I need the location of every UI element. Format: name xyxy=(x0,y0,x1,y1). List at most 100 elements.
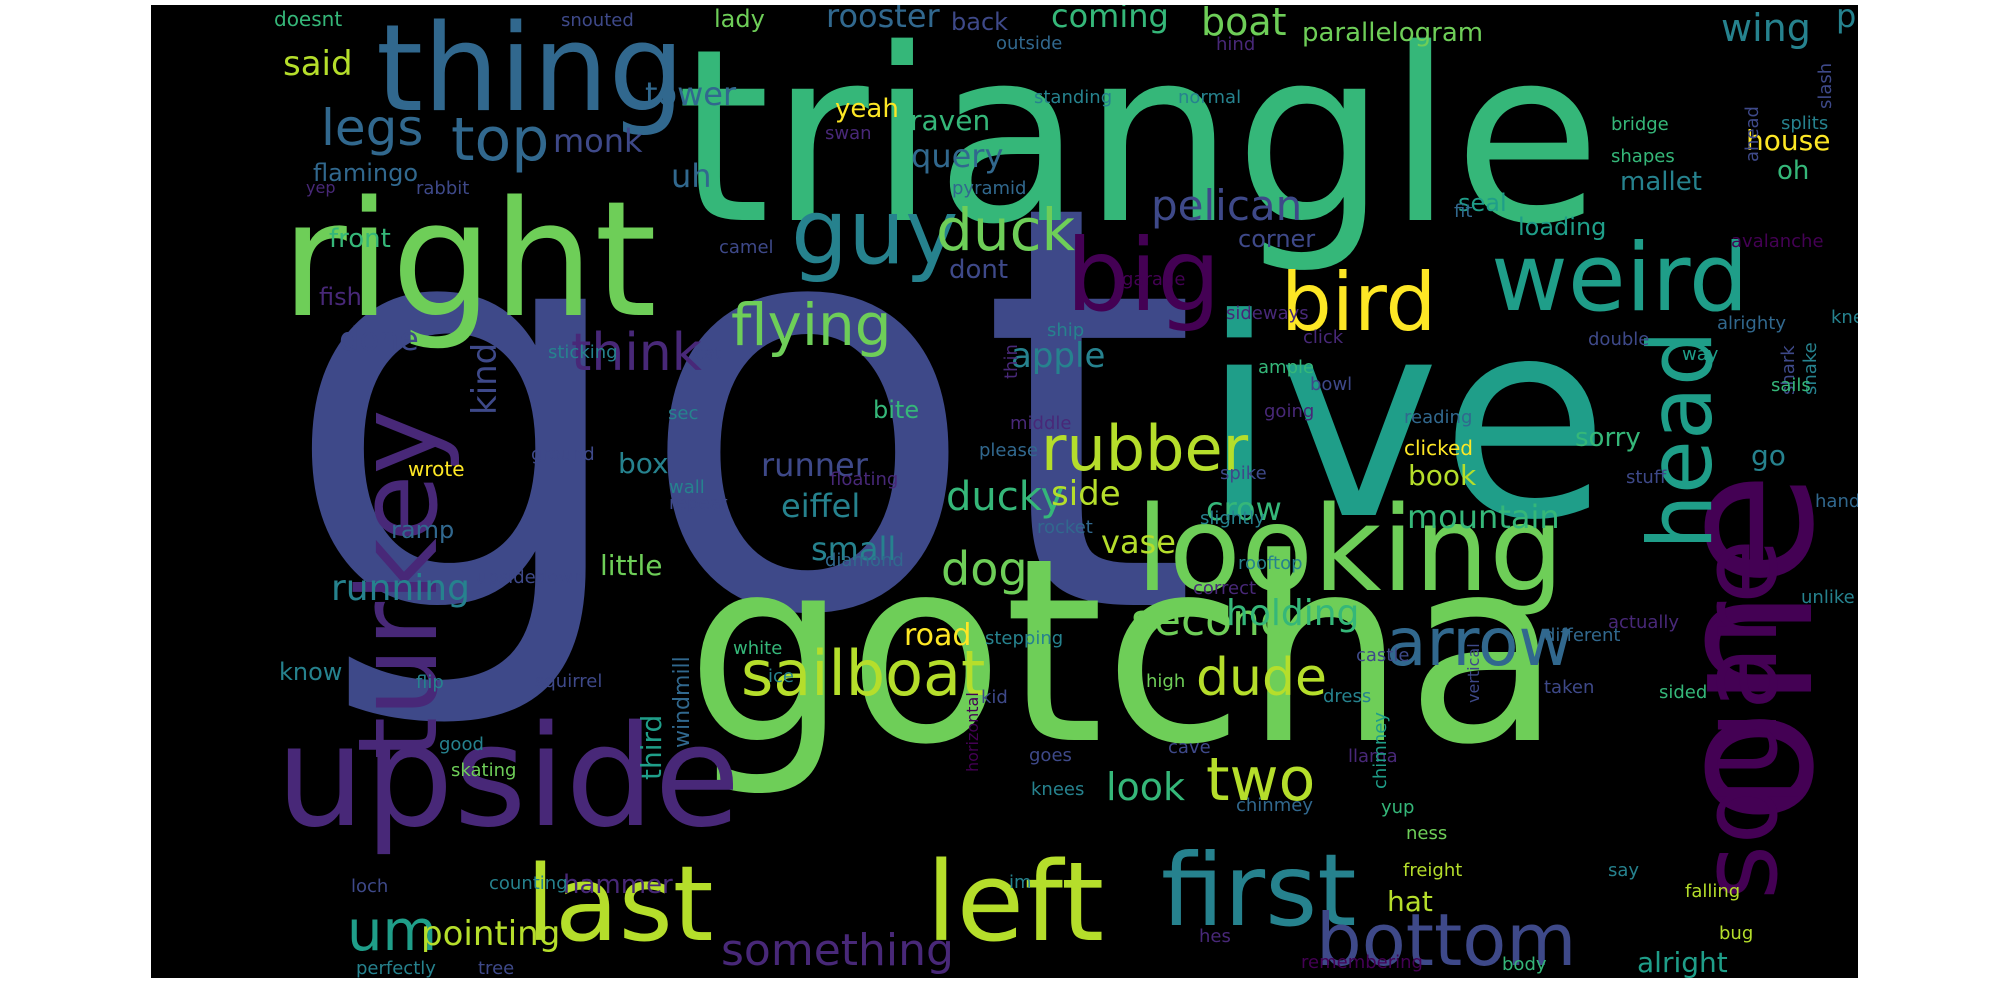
word-mountain: mountain xyxy=(1407,498,1560,536)
word-loading: loading xyxy=(1518,213,1606,241)
word-knees: knees xyxy=(1031,779,1084,800)
word-crow: crow xyxy=(1206,490,1282,528)
word-legs: legs xyxy=(321,99,423,157)
word-um: um xyxy=(347,899,437,964)
word-upside: upside xyxy=(276,696,740,859)
word-top: top xyxy=(451,105,549,175)
word-unlike: unlike xyxy=(1801,587,1855,608)
word-running: running xyxy=(331,568,470,609)
word-lady: lady xyxy=(714,5,765,33)
word-right: right xyxy=(281,166,657,353)
word-castle: castle xyxy=(1356,645,1409,666)
word-two: two xyxy=(1206,745,1315,815)
word-floating: floating xyxy=(830,469,898,490)
word-bird: bird xyxy=(1281,256,1436,349)
word-dress: dress xyxy=(1323,686,1371,707)
word-alrighty: alrighty xyxy=(1717,313,1786,334)
word-wall: wall xyxy=(669,477,705,498)
word-pyramid: pyramid xyxy=(952,178,1026,199)
word-repeat: repeat xyxy=(669,493,728,514)
word-big: big xyxy=(1066,217,1221,334)
word-know: know xyxy=(279,658,342,686)
word-good: good xyxy=(439,734,484,755)
word-side: side xyxy=(1051,474,1121,514)
word-left: left xyxy=(926,838,1104,966)
word-cloud-canvas: got gotcha triangle ive one right upside lookin… xyxy=(151,5,1858,978)
word-pointing: pointing xyxy=(421,914,560,954)
word-raven: raven xyxy=(910,104,990,137)
word-head: head xyxy=(1629,330,1732,550)
word-boat: boat xyxy=(1201,5,1287,44)
word-rubber: rubber xyxy=(1041,412,1249,485)
word-kid: kid xyxy=(981,687,1008,708)
word-second: second xyxy=(1131,595,1288,646)
word-double: double xyxy=(1588,329,1649,350)
word-ice: ice xyxy=(768,666,794,687)
word-camel: camel xyxy=(719,237,774,258)
word-ground: ground xyxy=(531,444,595,465)
word-book: book xyxy=(1408,459,1477,492)
word-holding: holding xyxy=(1226,593,1359,634)
word-skating: skating xyxy=(451,760,516,781)
word-small: small xyxy=(811,530,896,568)
word-box: box xyxy=(618,447,669,480)
word-kneeling: kneeling xyxy=(1831,307,1858,328)
word-remembering: remembering xyxy=(1301,952,1423,973)
word-dont: dont xyxy=(949,255,1008,285)
word-pelican: pelican xyxy=(1151,181,1302,230)
word-fit: fit xyxy=(1454,201,1472,222)
word-white: white xyxy=(733,638,782,659)
word-something: something xyxy=(721,925,954,976)
word-coming: coming xyxy=(1051,5,1169,35)
word-bowl: bowl xyxy=(1310,374,1352,395)
word-first: first xyxy=(1161,832,1356,949)
word-duck: duck xyxy=(936,196,1075,264)
word-please: please xyxy=(979,440,1038,461)
word-body: body xyxy=(1502,954,1547,975)
word-uh: uh xyxy=(671,157,712,195)
word-clicked: clicked xyxy=(1404,436,1473,460)
word-going: going xyxy=(1264,401,1314,422)
word-avalanche: avalanche xyxy=(1731,231,1824,252)
word-square: square xyxy=(1678,539,1801,900)
word-monk: monk xyxy=(553,122,643,160)
word-sailboat: sailboat xyxy=(741,637,985,710)
word-rooftop: rooftop xyxy=(1238,553,1303,574)
word-think: think xyxy=(571,323,702,383)
word-snake: snake xyxy=(1800,342,1821,395)
word-flying: flying xyxy=(731,291,892,359)
word-cat: cat xyxy=(694,343,722,364)
word-mallet: mallet xyxy=(1620,167,1702,197)
word-splits: splits xyxy=(1781,113,1828,134)
word-slash: slash xyxy=(1815,63,1836,109)
word-outside: outside xyxy=(996,33,1062,54)
word-correct: correct xyxy=(1193,578,1256,599)
word-eiffel: eiffel xyxy=(781,487,860,525)
word-ahead: ahead xyxy=(1742,106,1763,162)
word-stepping: stepping xyxy=(985,628,1063,649)
word-one: one xyxy=(1635,471,1856,825)
word-snouted: snouted xyxy=(561,10,634,31)
word-house: house xyxy=(1746,124,1830,157)
word-taken: taken xyxy=(1544,677,1594,698)
word-dude: dude xyxy=(1196,648,1327,708)
word-thin: thin xyxy=(1001,344,1022,379)
word-slightly: slightly xyxy=(1200,508,1265,529)
word-stuff: stuff xyxy=(1626,467,1667,488)
word-standing: standing xyxy=(1034,87,1112,108)
word-arrow: arrow xyxy=(1386,604,1572,681)
word-front: front xyxy=(329,224,391,254)
word-cave: cave xyxy=(1168,737,1211,758)
word-rabbit: rabbit xyxy=(416,178,469,199)
word-im: im xyxy=(1009,872,1032,893)
word-bite: bite xyxy=(873,396,919,424)
word-goes: goes xyxy=(1029,745,1072,766)
word-different: different xyxy=(1544,625,1620,646)
word-bug: bug xyxy=(1719,923,1753,944)
word-weird: weird xyxy=(1491,224,1749,333)
word-hat: hat xyxy=(1387,885,1433,918)
word-ness: ness xyxy=(1406,823,1447,844)
word-chimney: chimney xyxy=(1370,712,1391,789)
word-query: query xyxy=(911,137,1003,175)
